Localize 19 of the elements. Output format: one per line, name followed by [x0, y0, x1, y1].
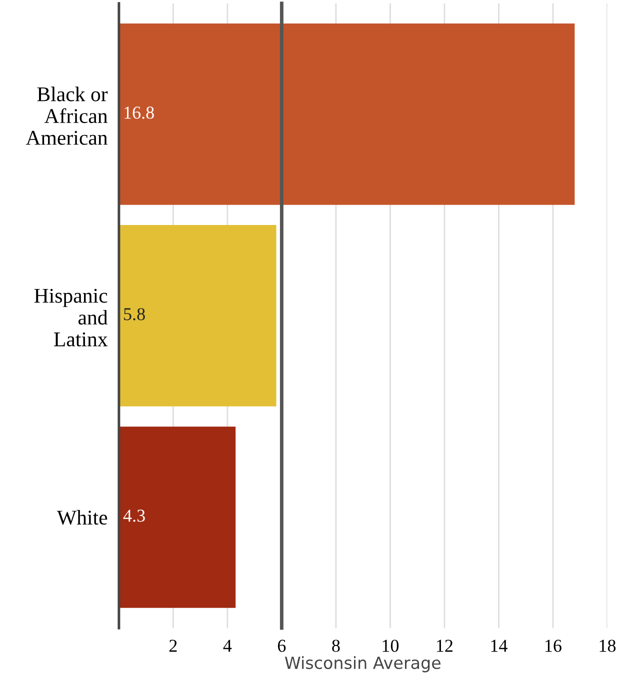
x-tick-label: 10 [382, 640, 399, 652]
bar [118, 225, 276, 406]
bar [118, 426, 236, 608]
y-tick-label: White [56, 510, 108, 525]
data-label: 16.8 [124, 106, 154, 119]
data-label: 5.8 [124, 308, 145, 320]
y-tick-label: Hispanic and Latinx [34, 288, 108, 346]
x-tick-label: 8 [332, 640, 340, 652]
x-tick-label: 12 [437, 640, 452, 652]
data-label: 4.3 [123, 510, 145, 522]
x-tick-label: 4 [223, 640, 232, 652]
x-tick-label: 2 [169, 640, 177, 652]
x-tick-label: 6 [278, 640, 286, 652]
bar [118, 24, 575, 205]
x-tick-label: 18 [600, 640, 616, 652]
x-tick-label: 16 [546, 640, 562, 652]
y-tick-label: Black or African American [26, 86, 108, 145]
ref-line-label: Wisconsin Average [284, 656, 440, 672]
x-tick-label: 14 [491, 640, 508, 652]
